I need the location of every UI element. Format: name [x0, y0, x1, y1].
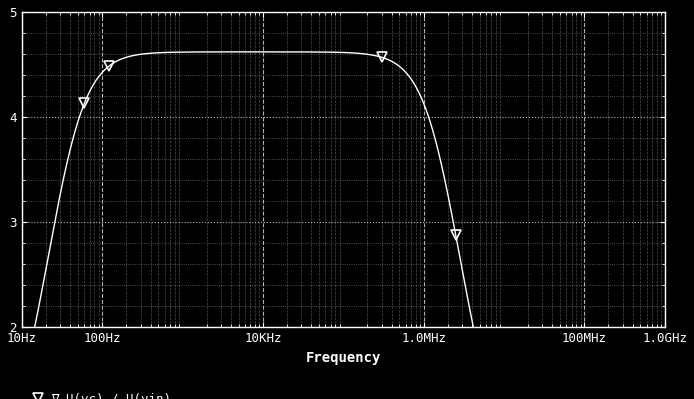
X-axis label: Frequency: Frequency [305, 351, 381, 365]
Legend: ∇ U(vc) / U(vin): ∇ U(vc) / U(vin) [28, 389, 174, 399]
